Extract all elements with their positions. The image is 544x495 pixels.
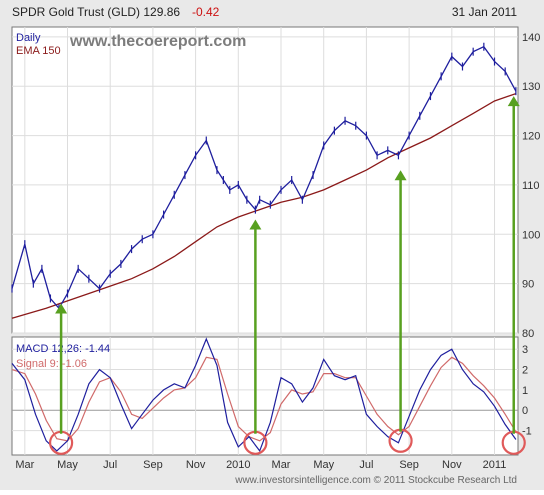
x-tick-label: Sep (143, 459, 163, 471)
price-grid (12, 27, 518, 334)
macd-grid (12, 337, 518, 455)
period-label: Daily (16, 32, 41, 44)
macd-y-axis: -1 0 1 2 3 (522, 344, 532, 437)
price-y-tick-label: 80 (522, 328, 534, 340)
x-tick-label: 2011 (483, 459, 507, 471)
x-tick-label: May (313, 459, 334, 471)
x-axis: Mar May Jul Sep Nov 2010 Mar May Jul Sep Nov 2011 (15, 459, 506, 471)
price-y-tick-label: 90 (522, 279, 534, 291)
chart-date: 31 Jan 2011 (452, 5, 517, 19)
x-tick-label: Mar (15, 459, 34, 471)
x-tick-label: Nov (442, 459, 462, 471)
price-y-tick-label: 130 (522, 81, 540, 93)
footer-credit: www.investorsintelligence.com © 2011 Sto… (234, 475, 517, 486)
x-tick-label: May (57, 459, 78, 471)
x-tick-label: 2010 (226, 459, 250, 471)
signal-arrow-head (507, 96, 520, 107)
price-y-axis: 80 90 100 110 120 130 140 (522, 32, 540, 340)
price-y-tick-label: 100 (522, 229, 540, 241)
macd-y-tick-label: -1 (522, 426, 532, 438)
x-tick-label: Mar (272, 459, 291, 471)
price-y-tick-label: 120 (522, 131, 540, 143)
x-tick-label: Jul (359, 459, 373, 471)
price-y-tick-label: 140 (522, 32, 540, 44)
price-change: -0.42 (192, 5, 220, 19)
watermark: www.thecoereport.com (69, 33, 246, 50)
macd-y-tick-label: 0 (522, 405, 528, 417)
signal-legend: Signal 9: -1.06 (16, 358, 87, 370)
chart-title: SPDR Gold Trust (GLD) 129.86 (12, 5, 180, 19)
x-tick-label: Jul (103, 459, 117, 471)
price-series-layer (11, 42, 517, 319)
x-tick-label: Nov (186, 459, 206, 471)
x-tick-label: Sep (399, 459, 419, 471)
price-y-tick-label: 110 (522, 180, 540, 192)
macd-y-tick-label: 3 (522, 344, 528, 356)
macd-legend: MACD 12,26: -1.44 (16, 343, 110, 355)
price-panel (11, 26, 519, 334)
signal-arrow-head (249, 219, 262, 230)
signal-arrow-head (55, 303, 68, 314)
macd-y-tick-label: 1 (522, 385, 528, 397)
macd-y-tick-label: 2 (522, 365, 528, 377)
signal-arrow-head (394, 170, 407, 181)
ema-legend: EMA 150 (16, 45, 61, 57)
annotation-layer (49, 96, 526, 455)
